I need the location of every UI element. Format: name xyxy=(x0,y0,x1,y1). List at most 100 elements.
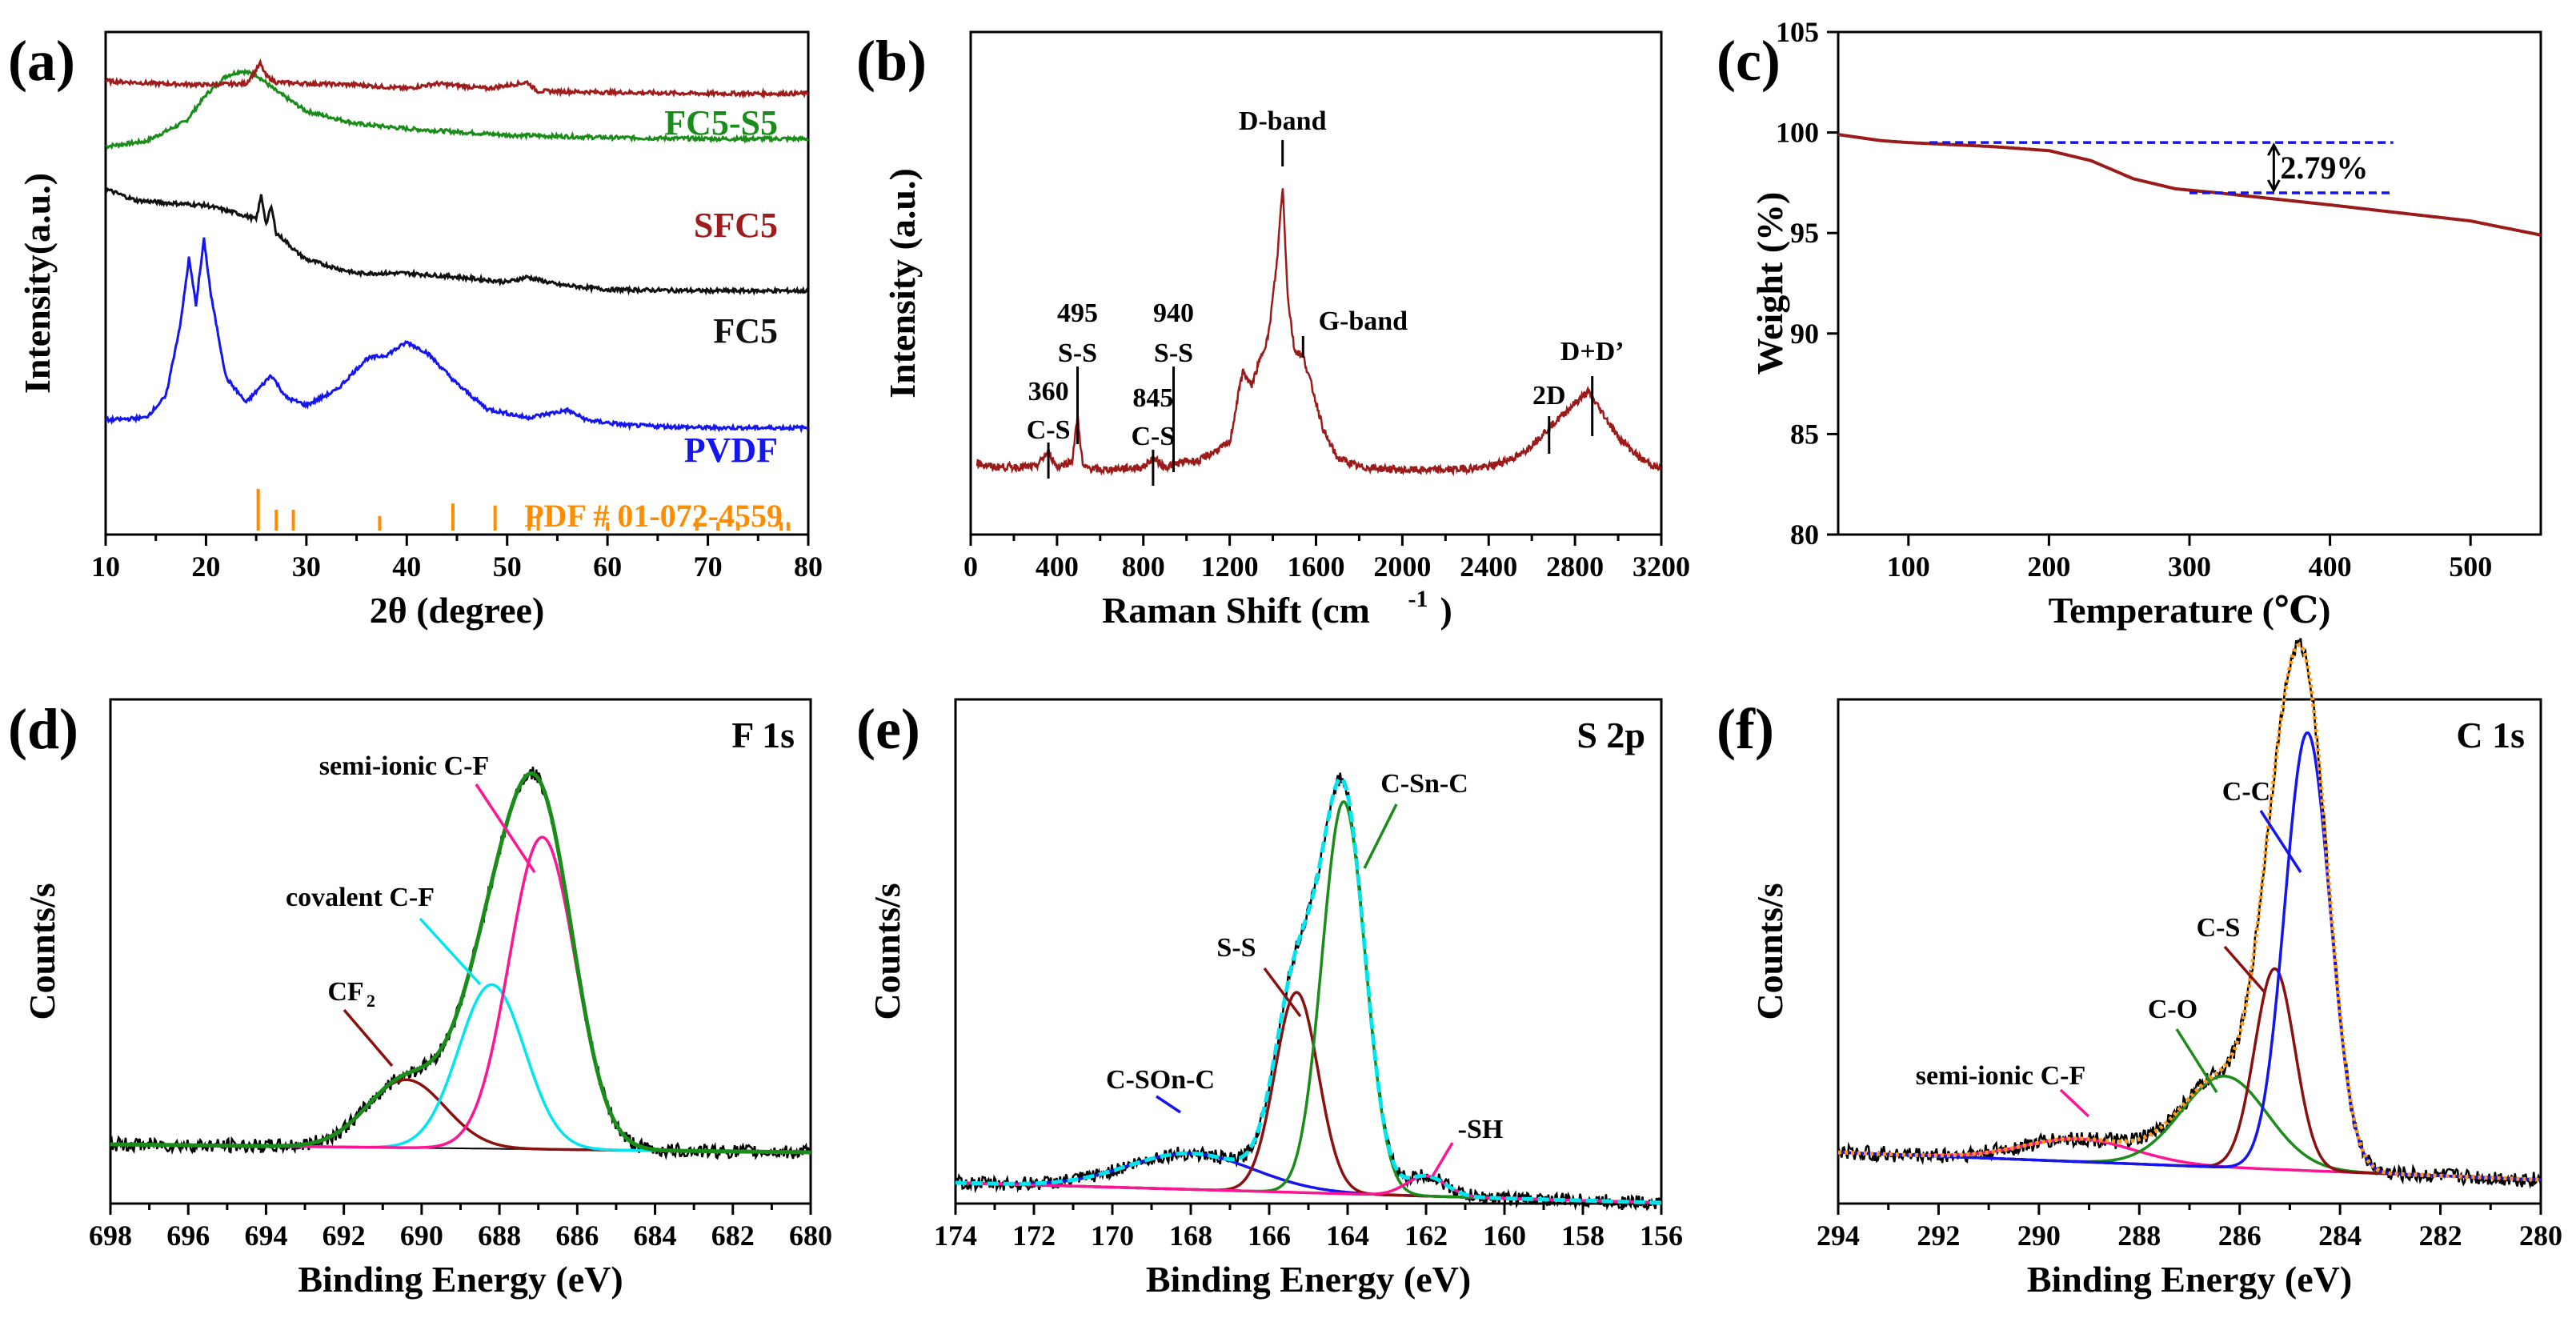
peak-annotation: D+D’ xyxy=(1560,337,1625,367)
component-pointer xyxy=(1431,1142,1454,1177)
peak-annotation: S-S xyxy=(1058,339,1097,368)
x-tick-label: 172 xyxy=(1012,1220,1056,1252)
component-label: C-O xyxy=(2148,995,2197,1024)
x-tick-label: 294 xyxy=(1817,1220,1860,1252)
arrow-head-up xyxy=(2267,142,2281,156)
x-tick-label: 30 xyxy=(292,551,321,583)
x-tick-label: 50 xyxy=(493,551,522,583)
component-label: covalent C-F xyxy=(286,883,435,912)
x-tick-label: 40 xyxy=(392,551,421,583)
x-tick-label: 688 xyxy=(478,1220,521,1252)
tga-curve xyxy=(1837,133,2542,237)
x-axis-label: Raman Shift (cm xyxy=(1102,590,1370,631)
arrow-head-down xyxy=(2267,179,2281,194)
x-tick-label: 20 xyxy=(191,551,220,583)
component-pointer xyxy=(2175,1028,2218,1093)
x-tick-label: 280 xyxy=(2519,1220,2562,1252)
series-label: FC5 xyxy=(713,311,778,351)
x-tick-label: 162 xyxy=(1404,1220,1448,1252)
x-axis-label-superscript: -1 xyxy=(1408,586,1428,612)
component-label: -SH xyxy=(1458,1115,1504,1144)
peak-annotation: C-S xyxy=(1131,422,1175,451)
component-label: semi-ionic C-F xyxy=(1916,1061,2085,1091)
x-tick-label: 170 xyxy=(1091,1220,1134,1252)
reference-label: PDF # 01-072-4559 xyxy=(524,498,783,534)
raman-spectrum xyxy=(976,188,1662,477)
x-tick-label: 174 xyxy=(934,1220,977,1252)
x-tick-label: 690 xyxy=(400,1220,443,1252)
x-tick-label: 0 xyxy=(963,551,978,583)
x-tick-label: 2800 xyxy=(1546,551,1604,583)
x-axis-label-close: ) xyxy=(1440,590,1452,631)
component-pointer xyxy=(2223,945,2266,994)
raw-spectrum xyxy=(954,772,1662,1212)
component-cf2 xyxy=(110,1078,811,1154)
component-pointer xyxy=(419,917,482,986)
series-line-sfc5 xyxy=(105,58,809,100)
y-tick-label: 90 xyxy=(1790,318,1819,350)
peak-annotation: 2D xyxy=(1532,381,1566,411)
component-label: C-C xyxy=(2222,777,2270,807)
component-pointer xyxy=(1363,803,1398,869)
x-tick-label: 156 xyxy=(1640,1220,1683,1252)
x-tick-label: 200 xyxy=(2027,551,2070,583)
spectrum-title: S 2p xyxy=(1576,715,1645,755)
weight-loss-label: 2.79% xyxy=(2280,150,2368,186)
x-axis-label: Binding Energy (eV) xyxy=(2027,1259,2352,1300)
component-pointer xyxy=(1263,967,1302,1018)
peak-annotation: 845 xyxy=(1132,383,1173,413)
y-tick-label: 95 xyxy=(1790,217,1819,249)
x-tick-label: 694 xyxy=(244,1220,287,1252)
x-tick-label: 400 xyxy=(1036,551,1079,583)
series-label: SFC5 xyxy=(694,206,778,245)
component-c-sn-c xyxy=(955,799,1661,1204)
x-tick-label: 168 xyxy=(1169,1220,1212,1252)
component-pointer xyxy=(475,783,536,873)
x-tick-label: 284 xyxy=(2318,1220,2362,1252)
panel-label: (d) xyxy=(8,697,78,761)
peak-annotation: G-band xyxy=(1319,306,1408,336)
peak-annotation: 360 xyxy=(1028,377,1069,407)
component-label: C-SOn-C xyxy=(1106,1065,1215,1095)
x-tick-label: 2400 xyxy=(1460,551,1517,583)
x-tick-label: 286 xyxy=(2218,1220,2262,1252)
component-c-c xyxy=(1837,731,2542,1181)
x-tick-label: 160 xyxy=(1483,1220,1526,1252)
spectrum-title: F 1s xyxy=(731,715,795,755)
x-tick-label: 100 xyxy=(1887,551,1930,583)
y-axis-label: Counts/s xyxy=(22,883,62,1020)
component-label: semi-ionic C-F xyxy=(319,751,489,781)
component-covalent-c-f xyxy=(110,983,811,1154)
x-tick-label: 696 xyxy=(166,1220,210,1252)
fit-envelope xyxy=(110,771,811,1155)
x-tick-label: 1600 xyxy=(1288,551,1345,583)
series-label: FC5-S5 xyxy=(664,103,778,142)
component-pointer xyxy=(1156,1095,1181,1114)
component-label: C-Sn-C xyxy=(1380,769,1468,799)
fit-envelope xyxy=(1837,643,2542,1182)
peak-annotation: S-S xyxy=(1154,339,1193,368)
series-label: PVDF xyxy=(684,431,778,470)
y-tick-label: 100 xyxy=(1776,117,1819,149)
component-semi-ionic-c-f xyxy=(110,835,811,1154)
y-axis-label: Counts/s xyxy=(1749,883,1790,1020)
component-pointer xyxy=(343,1008,394,1068)
plot-frame xyxy=(1837,698,2542,1205)
panel-label: (c) xyxy=(1717,29,1781,93)
spectrum-title: C 1s xyxy=(2456,715,2525,755)
x-tick-label: 300 xyxy=(2168,551,2211,583)
x-tick-label: 686 xyxy=(555,1220,599,1252)
raw-spectrum xyxy=(1837,638,2542,1189)
peak-annotation: D-band xyxy=(1239,106,1327,136)
component-label: CF xyxy=(327,977,363,1007)
y-axis-label: Intensity (a.u.) xyxy=(882,168,923,399)
x-tick-label: 158 xyxy=(1561,1220,1604,1252)
plot-frame xyxy=(1837,30,2542,536)
y-tick-label: 105 xyxy=(1776,16,1819,48)
x-tick-label: 166 xyxy=(1248,1220,1291,1252)
x-tick-label: 2000 xyxy=(1373,551,1431,583)
x-tick-label: 288 xyxy=(2117,1220,2161,1252)
x-tick-label: 680 xyxy=(789,1220,832,1252)
panel-label: (e) xyxy=(856,697,920,761)
